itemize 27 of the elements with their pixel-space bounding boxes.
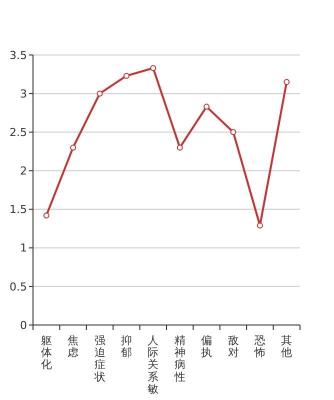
x-tick-label: 焦虑 (68, 334, 79, 360)
y-tick-label: 1 (20, 242, 27, 255)
x-tick-label: 恐怖 (253, 334, 266, 360)
y-tick-label: 2 (20, 164, 27, 178)
point (284, 79, 290, 85)
x-tick-label: 躯体化 (40, 334, 52, 372)
y-tick-label: 1.5 (10, 203, 27, 216)
x-tick-label: 其他 (281, 334, 292, 360)
x-tick-label: 敌对 (228, 334, 239, 360)
point (123, 72, 130, 79)
x-tick-label: 强迫症状 (93, 334, 106, 384)
point (204, 104, 210, 110)
y-tick-label: 2.5 (10, 126, 27, 139)
point (150, 65, 156, 72)
point (96, 90, 103, 97)
point (176, 144, 183, 151)
point (230, 129, 236, 136)
y-tick-label: 0 (20, 318, 27, 332)
x-tick-label: 偏执 (201, 334, 212, 360)
x-tick-label: 人际关系敏 (148, 334, 159, 396)
y-tick-label: 0.5 (10, 280, 27, 294)
point (70, 144, 76, 151)
point (43, 212, 50, 218)
y-tick-label: 3 (20, 87, 27, 100)
x-tick-label: 精神病性 (173, 334, 186, 384)
y-tick-label: 3.5 (10, 48, 27, 62)
x-tick-label: 抑郁 (120, 334, 132, 360)
